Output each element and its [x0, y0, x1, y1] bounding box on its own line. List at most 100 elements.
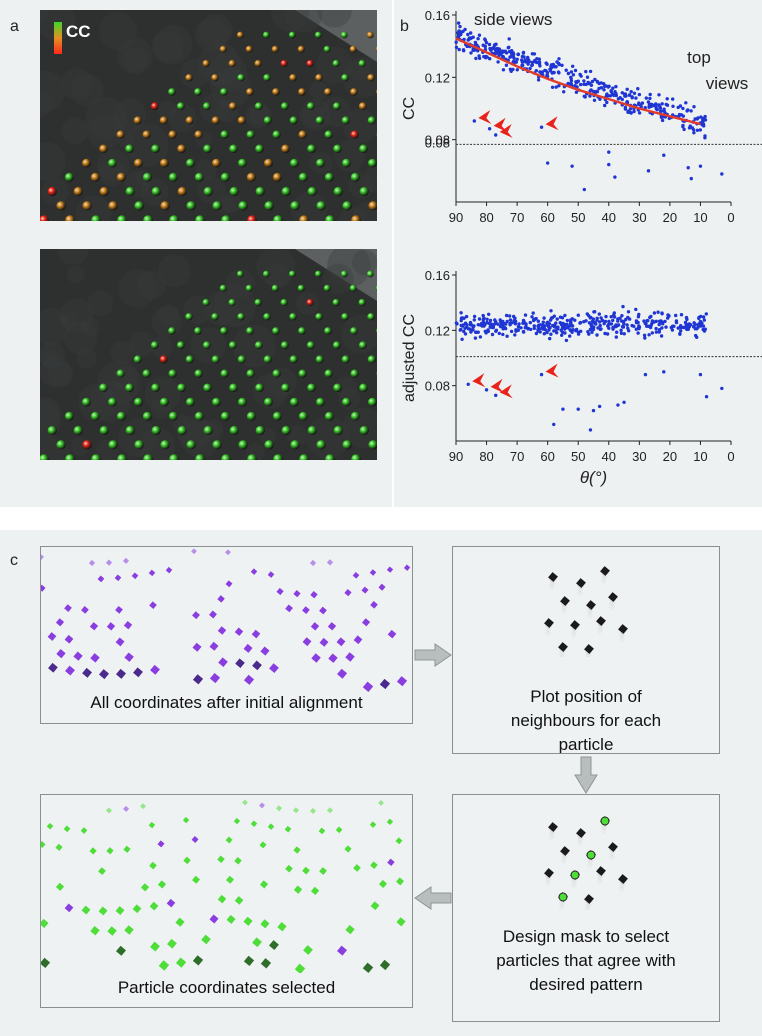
- particle-sphere: [263, 355, 272, 364]
- green-particle: [319, 867, 327, 875]
- particle-sphere: [40, 454, 49, 460]
- data-point: [494, 328, 499, 332]
- data-point: [665, 97, 669, 101]
- data-point: [637, 92, 642, 97]
- data-point: [564, 68, 568, 72]
- particle-sphere: [316, 201, 326, 211]
- green-particle: [148, 821, 156, 829]
- outlier-point: [622, 400, 626, 404]
- density-trail: [558, 649, 566, 657]
- density-trail: [584, 905, 592, 910]
- particle-sphere: [350, 130, 359, 139]
- data-point: [636, 331, 640, 335]
- outlier-point: [686, 166, 690, 170]
- data-point: [576, 313, 580, 317]
- particle-sphere: [281, 186, 291, 197]
- caption-selected-coordinates: Particle coordinates selected: [117, 978, 336, 997]
- particle-sphere: [142, 411, 152, 421]
- purple-particle: [114, 574, 122, 582]
- particle-sphere: [203, 144, 212, 154]
- mask-point: [586, 850, 596, 860]
- data-point: [654, 326, 658, 331]
- data-point: [625, 323, 629, 327]
- data-point: [579, 74, 583, 78]
- purple-particle: [361, 618, 371, 627]
- particle-sphere: [263, 313, 271, 321]
- purple-particle: [243, 643, 253, 653]
- background-texture: [98, 12, 138, 51]
- particle-sphere: [134, 397, 143, 407]
- background-texture: [63, 320, 98, 355]
- data-point: [666, 316, 670, 320]
- data-point: [663, 319, 667, 324]
- data-point: [588, 69, 593, 74]
- particle-sphere: [168, 172, 178, 182]
- data-point: [474, 56, 478, 61]
- particle-sphere: [73, 425, 83, 436]
- purple-particle: [387, 629, 397, 639]
- data-point: [579, 329, 583, 333]
- purple-particle: [396, 676, 408, 687]
- density-trail: [558, 899, 566, 907]
- particle-sphere: [332, 59, 340, 68]
- data-point: [490, 332, 495, 337]
- background-texture: [352, 249, 377, 276]
- particle-sphere: [65, 454, 75, 460]
- purple-particle: [122, 557, 130, 564]
- background-texture: [40, 10, 49, 23]
- data-point: [627, 329, 631, 333]
- purple-particle: [285, 604, 293, 613]
- data-point: [573, 318, 577, 322]
- mask-point: [600, 816, 610, 826]
- purple-particle: [353, 635, 363, 645]
- background-texture: [158, 254, 192, 288]
- data-point: [598, 320, 602, 324]
- particle-sphere: [351, 215, 361, 221]
- background-texture: [76, 348, 97, 369]
- x-tick-label: 80: [479, 449, 493, 464]
- green-particle: [158, 960, 170, 971]
- particle-sphere: [342, 158, 351, 168]
- green-particle: [41, 840, 46, 849]
- data-point: [477, 317, 482, 321]
- x-tick-label: 20: [663, 210, 677, 225]
- data-point: [618, 316, 622, 320]
- x-tick-label: 30: [632, 210, 646, 225]
- data-point: [545, 330, 549, 335]
- green-particle: [378, 879, 388, 888]
- dark-green-particle: [379, 959, 391, 971]
- data-point: [648, 92, 652, 97]
- green-particle: [242, 799, 248, 806]
- particle-sphere: [307, 383, 316, 393]
- data-point: [557, 57, 561, 61]
- data-point: [550, 316, 555, 320]
- dark-purple-particle: [235, 658, 245, 668]
- data-point: [475, 43, 479, 48]
- particle-sphere: [195, 454, 205, 460]
- particle-sphere: [290, 201, 300, 211]
- data-point: [693, 322, 697, 326]
- x-tick-label: 10: [693, 210, 707, 225]
- outlier-point: [576, 407, 580, 411]
- data-point: [602, 88, 606, 92]
- density-trail: [584, 901, 592, 909]
- data-point: [643, 336, 647, 340]
- purple-particle: [269, 663, 279, 673]
- data-point: [686, 327, 690, 331]
- data-point: [530, 63, 534, 67]
- data-point: [689, 323, 693, 327]
- data-point: [607, 319, 611, 324]
- purple-particle: [327, 622, 337, 631]
- data-point: [701, 119, 705, 124]
- particle-sphere: [254, 341, 263, 350]
- particle-sphere: [238, 397, 247, 407]
- data-point: [558, 315, 563, 319]
- particle-sphere: [314, 270, 322, 278]
- particle-sphere: [271, 284, 279, 292]
- purple-particle: [88, 559, 96, 567]
- data-point: [488, 57, 492, 61]
- y-axis-label: adjusted CC: [401, 314, 418, 402]
- dark-purple-particle: [379, 678, 391, 690]
- particle-sphere: [194, 327, 202, 335]
- purple-particle: [326, 559, 334, 566]
